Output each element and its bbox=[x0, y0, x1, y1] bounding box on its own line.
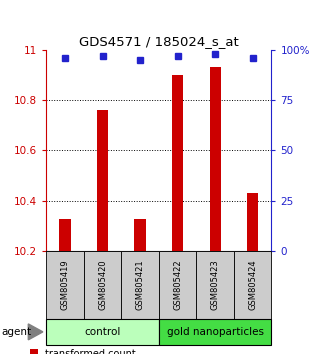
Title: GDS4571 / 185024_s_at: GDS4571 / 185024_s_at bbox=[79, 35, 239, 48]
Text: GSM805421: GSM805421 bbox=[136, 259, 145, 310]
Text: agent: agent bbox=[2, 327, 32, 337]
Bar bbox=[46, 251, 84, 319]
Text: gold nanoparticles: gold nanoparticles bbox=[166, 327, 264, 337]
Polygon shape bbox=[28, 324, 43, 340]
Bar bbox=[159, 251, 196, 319]
Bar bbox=[159, 319, 271, 345]
Bar bbox=[97, 110, 108, 251]
Bar bbox=[196, 251, 234, 319]
Bar bbox=[247, 193, 258, 251]
Bar bbox=[234, 251, 271, 319]
Bar bbox=[121, 251, 159, 319]
Bar bbox=[46, 319, 159, 345]
Text: GSM805422: GSM805422 bbox=[173, 259, 182, 310]
Bar bbox=[172, 75, 183, 251]
Bar bbox=[30, 349, 37, 354]
Text: GSM805424: GSM805424 bbox=[248, 259, 257, 310]
Text: transformed count: transformed count bbox=[45, 349, 135, 354]
Text: GSM805419: GSM805419 bbox=[61, 259, 70, 310]
Bar bbox=[84, 251, 121, 319]
Text: GSM805423: GSM805423 bbox=[211, 259, 220, 310]
Bar bbox=[210, 67, 221, 251]
Bar bbox=[60, 218, 71, 251]
Bar bbox=[134, 218, 146, 251]
Text: control: control bbox=[84, 327, 121, 337]
Text: GSM805420: GSM805420 bbox=[98, 259, 107, 310]
